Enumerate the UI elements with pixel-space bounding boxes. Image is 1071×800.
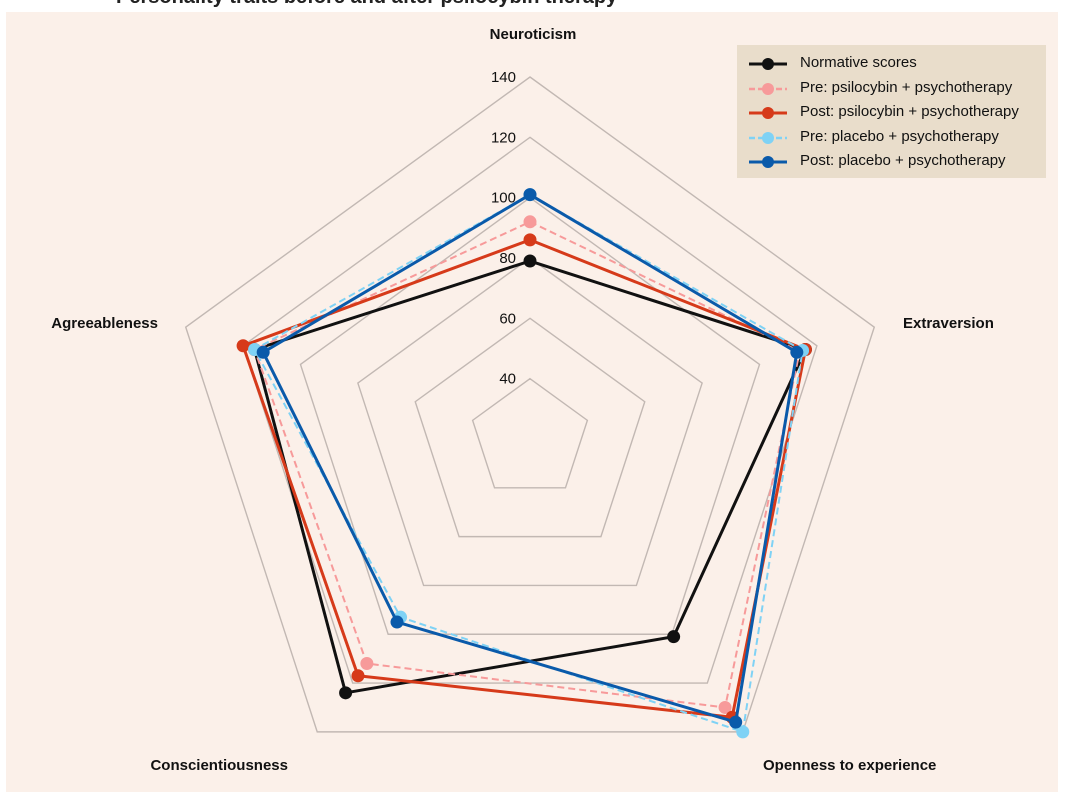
legend-swatch-normative-scores bbox=[749, 58, 787, 70]
point-normative-scores-openness-to-experience bbox=[667, 630, 681, 644]
point-post-psilocybin-psychotherapy-neuroticism bbox=[523, 233, 537, 247]
legend-label-pre-psilocybin-psychotherapy: Pre: psilocybin + psychotherapy bbox=[800, 78, 1013, 96]
figure-title-fragment: Personality traits before and after psil… bbox=[0, 0, 1071, 12]
legend-marker-post-placebo-psychotherapy bbox=[762, 156, 774, 168]
legend-marker-pre-placebo-psychotherapy bbox=[762, 131, 774, 144]
tick-label-60: 60 bbox=[499, 310, 516, 327]
point-pre-psilocybin-psychotherapy-neuroticism bbox=[523, 215, 537, 229]
series-line-post-placebo-psychotherapy bbox=[261, 193, 799, 724]
tick-label-120: 120 bbox=[491, 129, 516, 146]
legend-item-post-psilocybin-psychotherapy: Post: psilocybin + psychotherapy bbox=[737, 101, 1046, 125]
legend-label-post-placebo-psychotherapy: Post: placebo + psychotherapy bbox=[800, 152, 1006, 169]
legend-swatch-pre-placebo-psychotherapy bbox=[749, 131, 787, 144]
legend-label-normative-scores: Normative scores bbox=[800, 54, 917, 71]
legend-marker-normative-scores bbox=[762, 58, 774, 70]
axis-label-neuroticism: Neuroticism bbox=[490, 26, 577, 43]
axis-label-layer: Neuroticism Extraversion Openness to exper… bbox=[51, 26, 994, 774]
grid-ring-140 bbox=[184, 76, 876, 733]
legend-item-normative-scores: Normative scores bbox=[737, 52, 1046, 76]
tick-label-40: 40 bbox=[499, 371, 516, 388]
tick-label-80: 80 bbox=[499, 250, 516, 267]
point-post-placebo-psychotherapy-openness-to-experience bbox=[729, 715, 743, 729]
legend-item-pre-placebo-psychotherapy: Pre: placebo + psychotherapy bbox=[737, 126, 1046, 150]
legend-item-pre-psilocybin-psychotherapy: Pre: psilocybin + psychotherapy bbox=[737, 77, 1046, 101]
point-post-psilocybin-psychotherapy-agreeableness bbox=[236, 339, 250, 353]
tick-label-140: 140 bbox=[491, 69, 516, 86]
point-normative-scores-conscientiousness bbox=[339, 686, 353, 700]
point-post-placebo-psychotherapy-extraversion bbox=[790, 345, 804, 359]
grid-ring-80 bbox=[357, 257, 703, 587]
radar-chart: 40 60 80 100 120 140 Neuroticism Extraversion O… bbox=[51, 26, 994, 774]
grid-ring-60 bbox=[414, 317, 646, 538]
legend: Normative scores Pre: psilocybin + psycho… bbox=[737, 45, 1046, 178]
point-post-psilocybin-psychotherapy-conscientiousness bbox=[351, 669, 365, 683]
tick-label-100: 100 bbox=[491, 190, 516, 207]
axis-label-agreeableness: Agreeableness bbox=[51, 315, 158, 332]
axis-label-conscientiousness: Conscientiousness bbox=[150, 757, 288, 774]
legend-label-post-psilocybin-psychotherapy: Post: psilocybin + psychotherapy bbox=[800, 103, 1019, 120]
point-post-placebo-psychotherapy-agreeableness bbox=[256, 345, 270, 359]
tick-layer: 40 60 80 100 120 140 bbox=[491, 69, 516, 388]
point-post-placebo-psychotherapy-neuroticism bbox=[523, 188, 537, 202]
legend-label-pre-placebo-psychotherapy: Pre: placebo + psychotherapy bbox=[800, 127, 999, 145]
point-post-placebo-psychotherapy-conscientiousness bbox=[390, 615, 404, 629]
point-normative-scores-neuroticism bbox=[523, 254, 537, 268]
series-normative-scores bbox=[248, 254, 812, 700]
grid-ring-100 bbox=[299, 196, 761, 635]
series-layer bbox=[236, 188, 812, 739]
series-post-placebo-psychotherapy bbox=[256, 188, 804, 729]
axis-label-extraversion: Extraversion bbox=[903, 315, 994, 332]
axis-label-openness-to-experience: Openness to experience bbox=[763, 757, 936, 774]
point-pre-psilocybin-psychotherapy-openness-to-experience bbox=[718, 700, 732, 714]
chart-panel: 40 60 80 100 120 140 Neuroticism Extraversion O… bbox=[6, 12, 1058, 792]
legend-swatch-post-placebo-psychotherapy bbox=[749, 156, 787, 168]
legend-swatch-post-psilocybin-psychotherapy bbox=[749, 107, 787, 119]
series-line-normative-scores bbox=[253, 259, 807, 695]
point-pre-psilocybin-psychotherapy-conscientiousness bbox=[360, 657, 374, 671]
point-pre-placebo-psychotherapy-openness-to-experience bbox=[736, 725, 750, 739]
grid-ring-40 bbox=[471, 377, 589, 489]
figure-title: Personality traits before and after psil… bbox=[116, 0, 617, 9]
legend-item-post-placebo-psychotherapy: Post: placebo + psychotherapy bbox=[737, 150, 1046, 174]
legend-marker-post-psilocybin-psychotherapy bbox=[762, 107, 774, 119]
legend-marker-pre-psilocybin-psychotherapy bbox=[762, 82, 774, 95]
legend-swatch-pre-psilocybin-psychotherapy bbox=[749, 82, 787, 95]
